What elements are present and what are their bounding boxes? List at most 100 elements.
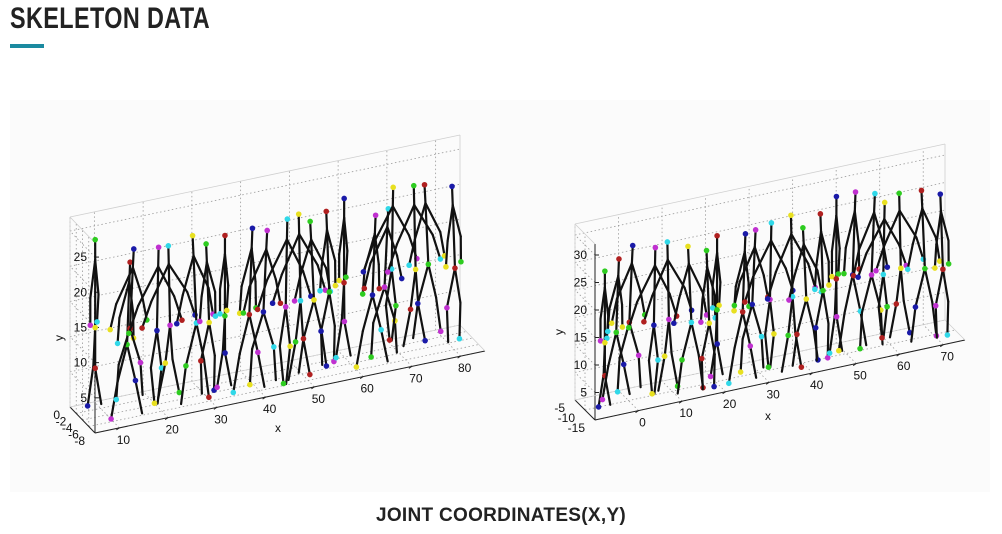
skeleton-joint	[282, 304, 289, 310]
skeleton-joint	[264, 227, 271, 234]
skeleton-joint	[685, 243, 691, 250]
skeleton-bone	[221, 314, 227, 353]
skeleton-bone	[616, 356, 621, 393]
axis-edge	[69, 216, 96, 244]
skeleton-joint	[318, 328, 324, 334]
skeleton-bone	[835, 214, 841, 250]
axis-edge	[574, 143, 946, 225]
skeleton-joint	[706, 320, 713, 326]
skeleton-joint	[765, 364, 772, 370]
skeleton-bone	[248, 248, 268, 289]
skeleton-joint	[742, 231, 749, 237]
x-tick	[635, 410, 639, 414]
skeleton-bone	[451, 204, 457, 270]
skeleton-joint	[652, 244, 659, 251]
x-tick	[809, 372, 813, 376]
skeleton-bone	[212, 354, 216, 392]
skeleton-joint	[829, 273, 835, 280]
skeleton-bone	[853, 190, 857, 213]
skeleton-bone	[373, 214, 377, 235]
skeleton-bone	[706, 266, 711, 325]
skeleton-joint	[786, 297, 792, 303]
skeleton-bone	[287, 340, 297, 382]
y-tick-label: 15	[574, 331, 588, 345]
skeleton-bone	[92, 326, 97, 368]
skeleton-joint	[341, 195, 347, 202]
skeleton-bone	[712, 353, 716, 388]
skeleton-joint	[800, 225, 806, 231]
skeleton-joint	[336, 277, 342, 284]
skeleton-bone	[202, 358, 210, 399]
skeleton-bone	[301, 336, 311, 376]
skeleton-bone	[149, 366, 156, 405]
skeleton-bone	[915, 236, 925, 261]
skeleton-bone	[837, 312, 846, 352]
skeleton-bone	[760, 335, 765, 369]
x-tick-label: 40	[810, 378, 824, 392]
skeleton-bone	[192, 254, 198, 325]
skeleton-bone	[274, 278, 282, 305]
grid-line	[386, 340, 413, 367]
skeleton-joint	[747, 343, 754, 349]
skeleton-joint	[271, 344, 277, 350]
skeleton-bone	[205, 242, 208, 264]
skeleton-bone	[727, 346, 736, 385]
x-tick	[311, 386, 315, 390]
skeleton-bone	[319, 330, 324, 367]
x-tick	[164, 417, 169, 421]
skeleton-joint	[280, 380, 287, 387]
skeleton-bone	[280, 233, 301, 276]
grid-line	[879, 333, 900, 355]
skeleton-bone	[690, 321, 700, 356]
x-tick-label: 40	[263, 402, 277, 416]
skeleton-bone	[813, 264, 818, 291]
skeleton-joint	[833, 313, 840, 320]
skeleton-joint	[788, 212, 794, 219]
skeleton-joint	[731, 302, 738, 309]
skeleton-bone	[711, 251, 719, 287]
x-tick	[359, 376, 364, 380]
skeleton-bone	[128, 327, 142, 364]
axis-edge	[574, 399, 596, 421]
skeleton-joint	[212, 313, 219, 319]
skeleton-bone	[870, 211, 876, 276]
skeleton-joint	[616, 256, 622, 262]
skeleton-joint	[726, 380, 732, 387]
skeleton-bone	[830, 214, 838, 253]
skeleton-bone	[371, 232, 376, 297]
skeleton-joint	[222, 313, 228, 319]
skeleton-bone	[860, 273, 873, 314]
grid-line	[574, 154, 946, 236]
skeleton-bone	[914, 267, 926, 309]
skeleton-bone	[238, 285, 243, 315]
skeleton-bone	[312, 298, 323, 334]
skeleton-joint	[752, 227, 759, 233]
skeleton-bone	[843, 273, 854, 315]
y-tick-label: 25	[574, 276, 588, 290]
skeleton-joint	[255, 349, 261, 356]
x-tick	[116, 427, 120, 431]
skeleton-bone	[608, 274, 620, 310]
skeleton-bone	[427, 263, 438, 299]
x-axis-label: x	[765, 409, 771, 423]
skeleton-joint	[137, 359, 144, 366]
skeleton-joint	[332, 282, 339, 289]
skeleton-bone	[299, 238, 313, 277]
skeleton-bone	[416, 263, 430, 305]
skeleton-joint	[595, 404, 602, 410]
skeleton-bone	[137, 265, 160, 307]
skeleton-joint	[381, 284, 388, 290]
skeleton-joint	[852, 189, 859, 195]
skeleton-bone	[116, 343, 129, 384]
skeleton-joint	[127, 259, 133, 265]
z-tick-label: -6	[68, 428, 79, 442]
skeleton-bone	[883, 209, 901, 247]
skeleton-bone	[680, 321, 693, 361]
skeleton-joint	[798, 364, 805, 370]
skeleton-joint	[707, 373, 714, 380]
skeleton-bone	[882, 305, 889, 339]
skeleton-bone	[344, 249, 349, 279]
skeleton-bone	[647, 324, 655, 362]
skeleton-bone	[700, 322, 711, 360]
skeleton-bone	[882, 273, 889, 308]
